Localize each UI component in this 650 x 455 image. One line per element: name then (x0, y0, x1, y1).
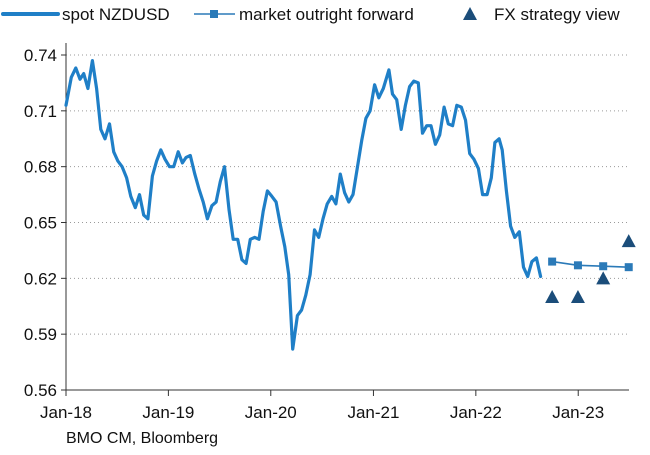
x-tick-label: Jan-19 (142, 403, 194, 422)
y-tick-label: 0.74 (24, 46, 57, 65)
legend-swatch-forward-marker (210, 10, 218, 18)
y-tick-label: 0.65 (24, 214, 57, 233)
y-tick-label: 0.68 (24, 158, 57, 177)
legend-swatch-strategy (463, 7, 477, 20)
x-tick-label: Jan-23 (552, 403, 604, 422)
x-tick-label: Jan-22 (450, 403, 502, 422)
y-axis-ticks: 0.56 0.59 0.62 0.65 0.68 0.71 0.74 (24, 46, 66, 400)
strategy-view-point (621, 234, 636, 248)
axes (65, 43, 629, 391)
forward-point (573, 261, 582, 270)
y-tick-label: 0.56 (24, 381, 57, 400)
strategy-view-point (596, 271, 611, 285)
source-note: BMO CM, Bloomberg (66, 430, 219, 447)
forward-point (548, 257, 557, 266)
x-tick-label: Jan-21 (347, 403, 399, 422)
plot-series (64, 59, 636, 351)
forward-point (599, 262, 608, 271)
series-line-forward (551, 260, 629, 268)
x-axis-ticks: Jan-18 Jan-19 Jan-20 Jan-21 Jan-22 Jan-23 (40, 390, 604, 422)
y-tick-label: 0.59 (24, 325, 57, 344)
forward-point (624, 263, 633, 272)
x-tick-label: Jan-20 (245, 403, 297, 422)
strategy-view-point (545, 289, 560, 303)
x-tick-label: Jan-18 (40, 403, 92, 422)
legend-label-forward: market outright forward (239, 5, 414, 24)
strategy-view-point (570, 289, 585, 303)
y-tick-label: 0.71 (24, 102, 57, 121)
legend-label-spot: spot NZDUSD (62, 5, 170, 24)
y-tick-label: 0.62 (24, 269, 57, 288)
legend: spot NZDUSD market outright forward FX str… (1, 5, 620, 24)
legend-label-strategy: FX strategy view (494, 5, 620, 24)
series-line-spot-nzdusd (64, 59, 543, 351)
